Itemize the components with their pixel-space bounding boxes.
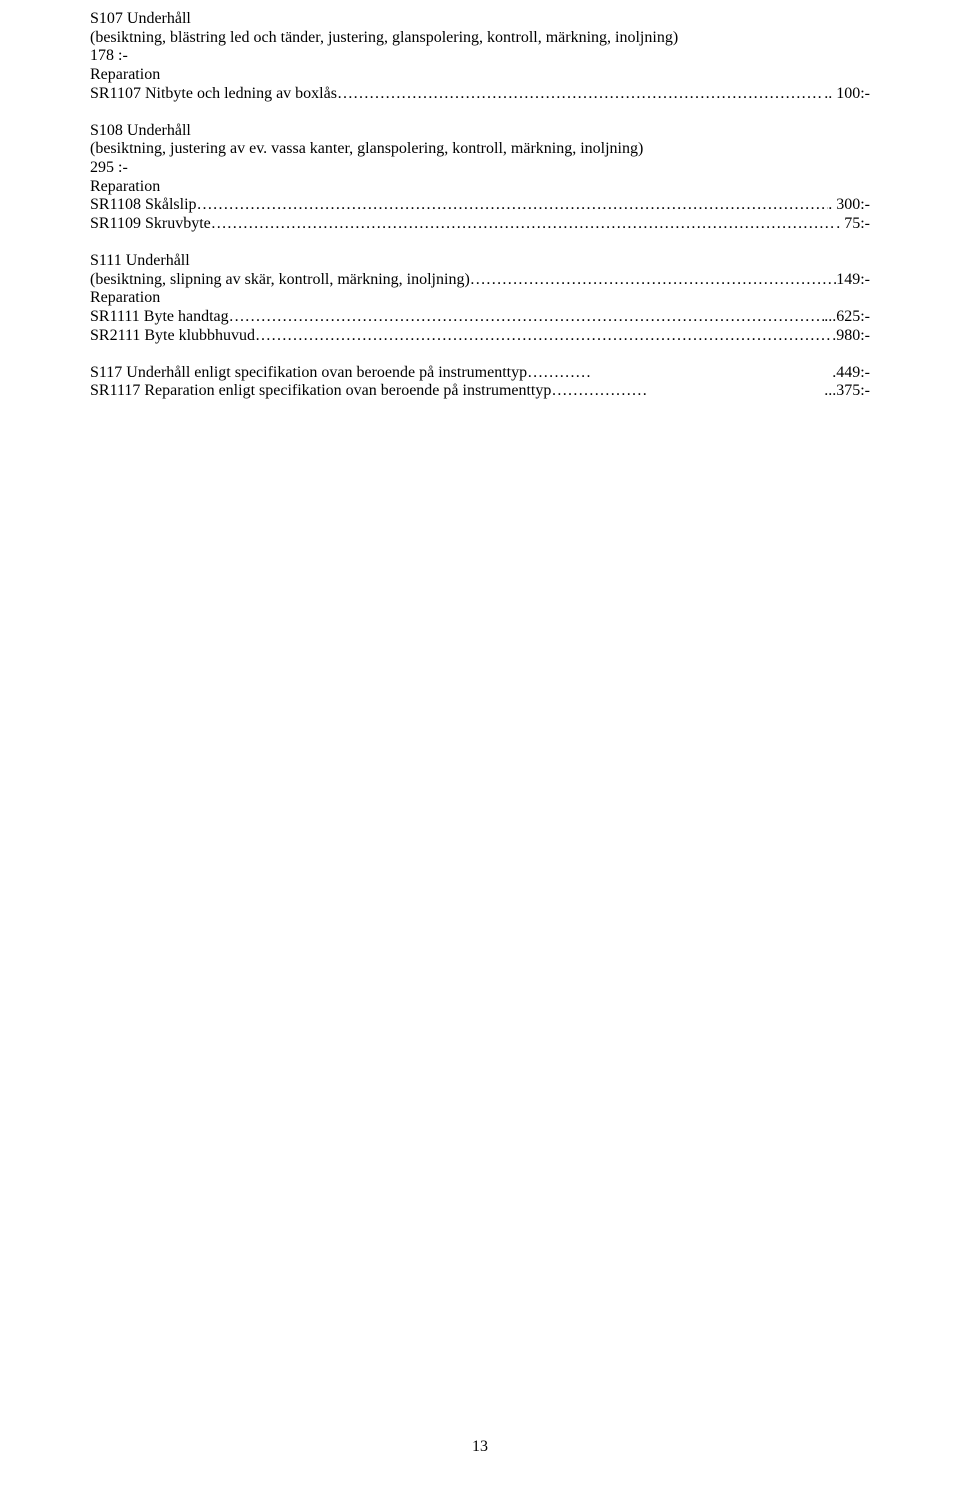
item-label: SR1111 Byte handtag [90, 308, 229, 327]
item-price: . 75:- [836, 215, 870, 234]
dots-leader [470, 271, 836, 290]
price-line: SR1108 Skålslip . 300:- [90, 196, 870, 215]
page-number: 13 [0, 1438, 960, 1456]
item-label: SR1109 Skruvbyte [90, 215, 211, 234]
section-reparation: Reparation [90, 289, 870, 308]
price-line: SR1111 Byte handtag ...625:- [90, 308, 870, 327]
price-line: SR2111 Byte klubbhuvud .980:- [90, 327, 870, 346]
item-label: SR1107 Nitbyte och ledning av boxlås [90, 85, 337, 104]
price-line: S117 Underhåll enligt specifikation ovan… [90, 364, 870, 383]
price-line: SR1107 Nitbyte och ledning av boxlås .. … [90, 85, 870, 104]
item-label: SR2111 Byte klubbhuvud [90, 327, 255, 346]
dots-leader [229, 308, 825, 327]
section-desc: (besiktning, blästring led och tänder, j… [90, 29, 870, 48]
price-line: SR1109 Skruvbyte . 75:- [90, 215, 870, 234]
section-cost: 295 :- [90, 159, 870, 178]
dots-leader [197, 196, 829, 215]
price-line: (besiktning, slipning av skär, kontroll,… [90, 271, 870, 290]
dots-leader [337, 85, 824, 104]
dots-leader [551, 382, 824, 401]
page-content: S107 Underhåll (besiktning, blästring le… [0, 0, 960, 401]
section-heading: S107 Underhåll [90, 10, 870, 29]
section-s107: S107 Underhåll (besiktning, blästring le… [90, 10, 870, 104]
section-heading: S108 Underhåll [90, 122, 870, 141]
item-label: S117 Underhåll enligt specifikation ovan… [90, 364, 527, 383]
dots-leader [211, 215, 836, 234]
item-price: 149:- [836, 271, 870, 290]
item-label: SR1117 Reparation enligt specifikation o… [90, 382, 551, 401]
section-reparation: Reparation [90, 178, 870, 197]
section-cost: 178 :- [90, 47, 870, 66]
section-reparation: Reparation [90, 66, 870, 85]
section-s117: S117 Underhåll enligt specifikation ovan… [90, 364, 870, 401]
item-price: . 300:- [828, 196, 870, 215]
item-label: (besiktning, slipning av skär, kontroll,… [90, 271, 470, 290]
dots-leader [255, 327, 832, 346]
section-desc: (besiktning, justering av ev. vassa kant… [90, 140, 870, 159]
item-price: ...375:- [824, 382, 870, 401]
item-price: .980:- [832, 327, 870, 346]
item-price: ...625:- [824, 308, 870, 327]
price-line: SR1117 Reparation enligt specifikation o… [90, 382, 870, 401]
section-s108: S108 Underhåll (besiktning, justering av… [90, 122, 870, 234]
section-s111: S111 Underhåll (besiktning, slipning av … [90, 252, 870, 346]
item-price: .. 100:- [824, 85, 870, 104]
dots-leader [527, 364, 832, 383]
item-price: .449:- [832, 364, 870, 383]
section-heading: S111 Underhåll [90, 252, 870, 271]
item-label: SR1108 Skålslip [90, 196, 197, 215]
